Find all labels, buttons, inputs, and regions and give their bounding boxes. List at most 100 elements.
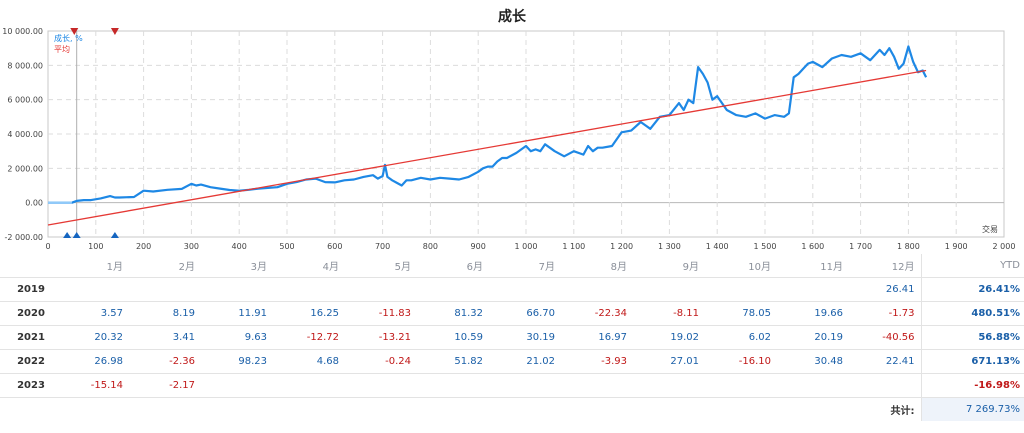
- month-value-cell: 3.41: [129, 325, 201, 350]
- table-row: 2021 20.32 3.41 9.63 -12.72 -13.21 10.59 30.19 1…: [0, 325, 1024, 350]
- month-value-cell: [345, 373, 417, 398]
- ytd-header: YTD: [920, 254, 1024, 278]
- month-value-cell: [777, 373, 849, 398]
- top-trade-marker: [70, 28, 79, 35]
- year-cell: 2021: [0, 325, 62, 350]
- month-header: 10月: [705, 254, 777, 278]
- x-tick-label: 1 100: [562, 242, 585, 251]
- month-value-cell: -2.36: [129, 349, 201, 374]
- x-tick-label: 1 400: [706, 242, 729, 251]
- ytd-value-cell: 480.51%: [920, 301, 1024, 326]
- month-value-cell: 20.32: [62, 325, 129, 350]
- month-value-cell: -12.72: [273, 325, 345, 350]
- month-value-cell: -16.10: [705, 349, 777, 374]
- month-header: 2月: [129, 254, 201, 278]
- month-value-cell: -40.56: [849, 325, 921, 350]
- year-cell: 2023: [0, 373, 62, 398]
- month-value-cell: 3.57: [62, 301, 129, 326]
- month-value-cell: -2.17: [129, 373, 201, 398]
- month-value-cell: -22.34: [561, 301, 633, 326]
- bottom-trade-marker: [63, 232, 72, 238]
- x-tick-label: 1 800: [897, 242, 920, 251]
- table-row: 2022 26.98 -2.36 98.23 4.68 -0.24 51.82 21.02 -3…: [0, 349, 1024, 374]
- x-tick-label: 1 300: [658, 242, 681, 251]
- month-value-cell: [849, 373, 921, 398]
- month-header: 12月: [849, 254, 921, 278]
- empty-cell: [273, 398, 345, 422]
- y-tick-label: 0.00: [25, 199, 43, 208]
- table-row: 2023 -15.14 -2.17 -16.98%: [0, 373, 1024, 398]
- month-value-cell: 11.91: [201, 301, 273, 326]
- y-tick-label: 10 000.00: [2, 27, 43, 36]
- month-value-cell: -3.93: [561, 349, 633, 374]
- table-row: 2019 26.41 26.41%: [0, 277, 1024, 302]
- empty-cell: [345, 398, 417, 422]
- month-value-cell: [129, 277, 201, 302]
- month-value-cell: [201, 277, 273, 302]
- table-header-row: 1月 2月 3月 4月 5月 6月 7月 8月 9月 10月 11月 12月 YTD: [0, 254, 1024, 278]
- month-header: 6月: [417, 254, 489, 278]
- x-tick-label: 1 900: [945, 242, 968, 251]
- x-tick-label: 800: [423, 242, 438, 251]
- month-header: 7月: [489, 254, 561, 278]
- ytd-value-cell: -16.98%: [920, 373, 1024, 398]
- month-value-cell: 78.05: [705, 301, 777, 326]
- ytd-value-cell: 671.13%: [920, 349, 1024, 374]
- bottom-trade-marker: [72, 232, 81, 238]
- month-value-cell: 30.19: [489, 325, 561, 350]
- legend-growth: 成长, %: [54, 33, 83, 43]
- x-tick-label: 700: [375, 242, 390, 251]
- x-tick-label: 900: [471, 242, 486, 251]
- table-row: 2020 3.57 8.19 11.91 16.25 -11.83 81.32 66.70 -2…: [0, 301, 1024, 326]
- month-value-cell: 19.66: [777, 301, 849, 326]
- month-value-cell: [273, 373, 345, 398]
- month-value-cell: 9.63: [201, 325, 273, 350]
- month-value-cell: 4.68: [273, 349, 345, 374]
- month-value-cell: [561, 373, 633, 398]
- growth-chart: 10 000.00 8 000.00 6 000.00 4 000.00 2 000.0…: [2, 27, 1016, 251]
- x-tick-label: 0: [45, 242, 50, 251]
- ytd-value-cell: 26.41%: [920, 277, 1024, 302]
- x-tick-label: 100: [88, 242, 103, 251]
- x-tick-label: 400: [232, 242, 247, 251]
- month-value-cell: 26.98: [62, 349, 129, 374]
- month-value-cell: [777, 277, 849, 302]
- month-value-cell: [273, 277, 345, 302]
- y-tick-label: 6 000.00: [7, 96, 43, 105]
- empty-cell: [777, 398, 849, 422]
- x-tick-label: 1 700: [849, 242, 872, 251]
- month-value-cell: [417, 277, 489, 302]
- header-year-cell: [0, 254, 62, 278]
- x-tick-label: 600: [327, 242, 342, 251]
- month-value-cell: -11.83: [345, 301, 417, 326]
- growth-series-line: [48, 45, 928, 204]
- month-value-cell: 20.19: [777, 325, 849, 350]
- empty-cell: [489, 398, 561, 422]
- empty-cell: [561, 398, 633, 422]
- month-value-cell: [345, 277, 417, 302]
- month-value-cell: 6.02: [705, 325, 777, 350]
- month-value-cell: 51.82: [417, 349, 489, 374]
- empty-cell: [129, 398, 201, 422]
- month-value-cell: [417, 373, 489, 398]
- empty-cell: [705, 398, 777, 422]
- month-header: 8月: [561, 254, 633, 278]
- x-tick-label: 1 200: [610, 242, 633, 251]
- month-header: 9月: [633, 254, 705, 278]
- total-label: 共计:: [890, 406, 915, 417]
- empty-cell: [417, 398, 489, 422]
- x-tick-label: 500: [279, 242, 294, 251]
- total-value: 7 269.73%: [920, 397, 1024, 421]
- month-value-cell: 19.02: [633, 325, 705, 350]
- month-value-cell: -13.21: [345, 325, 417, 350]
- month-value-cell: [62, 277, 129, 302]
- year-cell: 2019: [0, 277, 62, 302]
- year-cell: 2020: [0, 301, 62, 326]
- month-header: 4月: [273, 254, 345, 278]
- month-value-cell: -15.14: [62, 373, 129, 398]
- month-value-cell: 30.48: [777, 349, 849, 374]
- month-header: 3月: [201, 254, 273, 278]
- x-tick-label: 2 000: [993, 242, 1016, 251]
- top-trade-marker: [110, 28, 119, 35]
- month-value-cell: -1.73: [849, 301, 921, 326]
